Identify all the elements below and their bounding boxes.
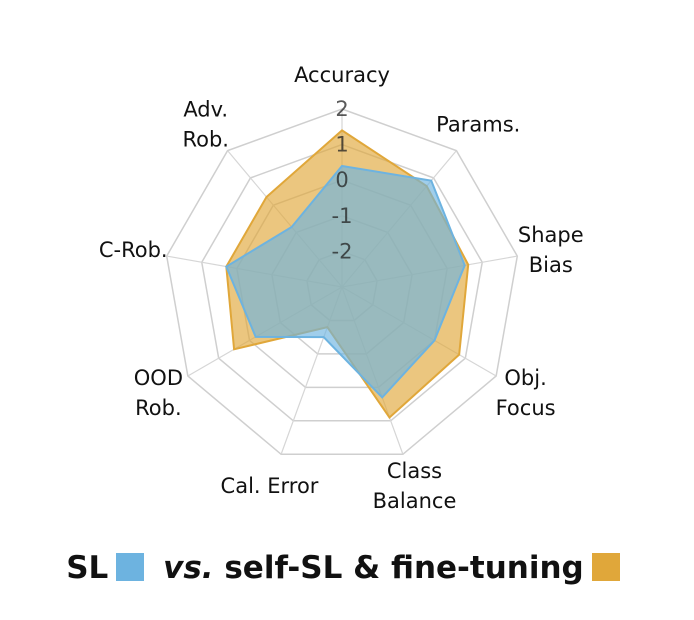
axis-label-2-line-1: Bias xyxy=(529,253,573,277)
axis-label-1-line-0: Params. xyxy=(436,113,520,137)
axis-label-2-line-0: Shape xyxy=(518,223,584,247)
axis-label-7-line-0: C-Rob. xyxy=(99,238,168,262)
tick-label-2: 0 xyxy=(335,168,348,192)
axis-label-5-line-0: Cal. Error xyxy=(221,474,319,498)
tick-label-3: 1 xyxy=(335,133,348,157)
legend: SL vs. self-SL & fine-tuning xyxy=(0,550,694,586)
legend-label-self-sl: self-SL & fine-tuning xyxy=(224,550,584,586)
tick-label-1: -1 xyxy=(332,204,353,228)
axis-label-6-line-0: OOD xyxy=(134,366,183,390)
axis-label-4-line-1: Balance xyxy=(373,489,457,513)
series-area-1 xyxy=(225,164,466,399)
tick-label-4: 2 xyxy=(335,97,348,121)
legend-vs-text: vs. xyxy=(163,550,214,586)
axis-label-8-line-1: Rob. xyxy=(182,128,229,152)
axis-label-6-line-1: Rob. xyxy=(135,396,182,420)
axis-label-0-line-0: Accuracy xyxy=(294,63,390,87)
legend-swatch-sl xyxy=(116,553,145,581)
grid-ring-3 xyxy=(200,143,484,422)
axis-label-3-line-1: Focus xyxy=(496,396,556,420)
axis-label-4-line-0: Class xyxy=(387,459,442,483)
tick-label-0: -2 xyxy=(332,239,353,263)
legend-label-sl: SL xyxy=(66,550,109,586)
grid-ring-4 xyxy=(165,108,519,456)
legend-swatch-self-sl xyxy=(591,553,620,581)
axis-label-3-line-0: Obj. xyxy=(504,366,546,390)
axis-label-8-line-0: Adv. xyxy=(183,98,228,122)
